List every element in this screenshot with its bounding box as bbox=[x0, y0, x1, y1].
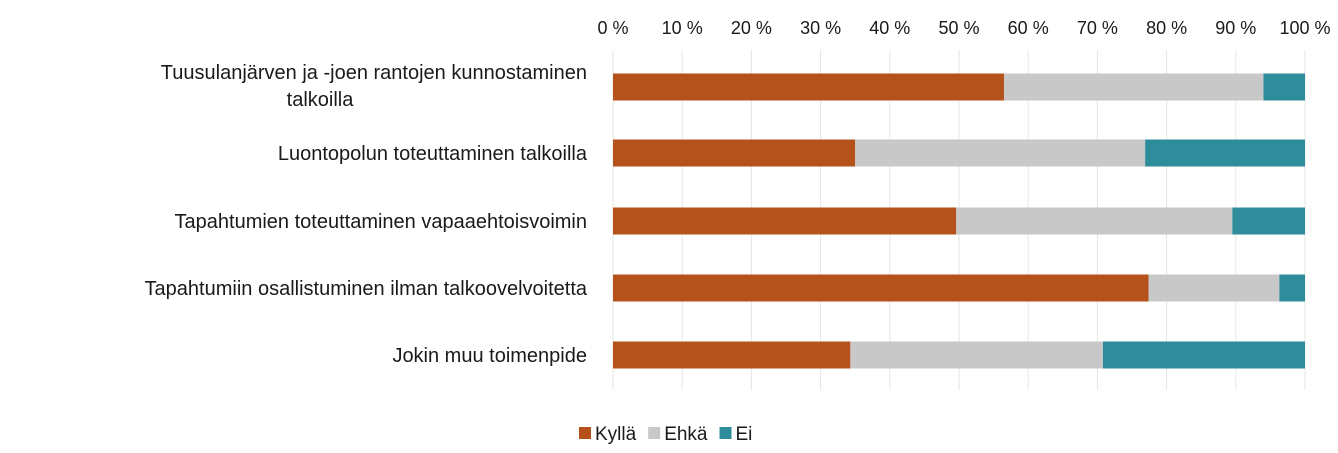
x-tick-label: 70 % bbox=[1077, 18, 1118, 38]
x-tick-label: 90 % bbox=[1215, 18, 1256, 38]
category-label: Tapahtumiin osallistuminen ilman talkoov… bbox=[145, 278, 588, 300]
x-tick-label: 80 % bbox=[1146, 18, 1187, 38]
bar-segment-ehk- bbox=[855, 139, 1146, 167]
bar-segment-kyll- bbox=[613, 341, 851, 369]
bar-segment-ei bbox=[1145, 139, 1305, 167]
bars bbox=[613, 73, 1305, 369]
legend-swatch bbox=[648, 427, 661, 439]
x-tick-label: 30 % bbox=[800, 18, 841, 38]
category-label: talkoilla bbox=[287, 89, 355, 111]
legend-label: Kyllä bbox=[595, 424, 637, 445]
bar-segment-ehk- bbox=[850, 341, 1103, 369]
legend-label: Ei bbox=[736, 424, 753, 445]
bar-segment-kyll- bbox=[613, 274, 1149, 302]
bar-segment-ehk- bbox=[1148, 274, 1280, 302]
x-tick-label: 20 % bbox=[731, 18, 772, 38]
x-tick-label: 100 % bbox=[1279, 18, 1330, 38]
x-axis-ticks: 0 % 10 % 20 % 30 % 40 % 50 % 60 % 70 % 80 % 90 % 1… bbox=[597, 18, 1330, 38]
bar-segment-ei bbox=[1279, 274, 1305, 302]
bar-segment-kyll- bbox=[613, 207, 957, 235]
legend-label: Ehkä bbox=[664, 424, 708, 445]
category-label: Jokin muu toimenpide bbox=[392, 345, 587, 367]
bar-segment-kyll- bbox=[613, 139, 856, 167]
x-tick-label: 10 % bbox=[662, 18, 703, 38]
x-tick-label: 60 % bbox=[1008, 18, 1049, 38]
category-label: Tuusulanjärven ja -joen rantojen kunnost… bbox=[161, 62, 587, 84]
bar-segment-ehk- bbox=[956, 207, 1233, 235]
legend: Kyllä Ehkä Ei bbox=[579, 424, 752, 445]
bar-segment-ehk- bbox=[1003, 73, 1264, 101]
x-tick-label: 0 % bbox=[597, 18, 628, 38]
bar-segment-ei bbox=[1263, 73, 1305, 101]
legend-swatch bbox=[719, 427, 732, 439]
category-label: Tapahtumien toteuttaminen vapaaehtoisvoi… bbox=[175, 211, 587, 233]
bar-segment-ei bbox=[1232, 207, 1305, 235]
x-tick-label: 40 % bbox=[869, 18, 910, 38]
legend-swatch bbox=[579, 427, 591, 439]
category-labels: Tuusulanjärven ja -joen rantojen kunnost… bbox=[145, 62, 588, 367]
x-tick-label: 50 % bbox=[938, 18, 979, 38]
bar-segment-kyll- bbox=[613, 73, 1004, 101]
category-label: Luontopolun toteuttaminen talkoilla bbox=[278, 143, 588, 165]
bar-segment-ei bbox=[1102, 341, 1305, 369]
